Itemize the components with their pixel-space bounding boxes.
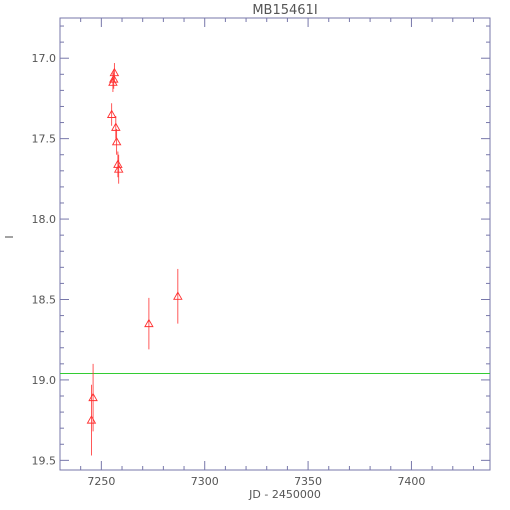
data-point-triangle [144, 318, 154, 328]
x-tick-label: 7350 [294, 475, 322, 488]
data-layer [86, 63, 183, 456]
data-point-triangle [113, 164, 124, 173]
x-axis-title: JD - 2450000 [248, 488, 321, 501]
data-point-triangle [111, 122, 121, 131]
y-tick-label: 18.0 [32, 213, 57, 226]
y-tick-label: 17.0 [32, 52, 57, 65]
y-tick-label: 18.5 [32, 293, 57, 306]
data-point-triangle [106, 109, 117, 118]
y-axis-title: I [3, 235, 16, 238]
y-tick-label: 19.5 [32, 454, 57, 467]
data-point-triangle [108, 74, 119, 83]
data-point-triangle [111, 136, 122, 146]
x-tick-label: 7300 [191, 475, 219, 488]
x-tick-label: 7400 [397, 475, 425, 488]
data-point-triangle [88, 392, 98, 402]
y-tick-label: 17.5 [32, 133, 57, 146]
axes: 7250 7300 7350 7400 17.0 17.5 18.0 18.5 19.0 19.5 [32, 17, 491, 488]
y-tick-label: 19.0 [32, 374, 57, 387]
data-point-triangle [109, 67, 120, 77]
chart-title: MB15461I [252, 3, 317, 18]
plot-frame [59, 17, 491, 471]
data-point-triangle [173, 291, 183, 300]
x-tick-label: 7250 [87, 475, 115, 488]
